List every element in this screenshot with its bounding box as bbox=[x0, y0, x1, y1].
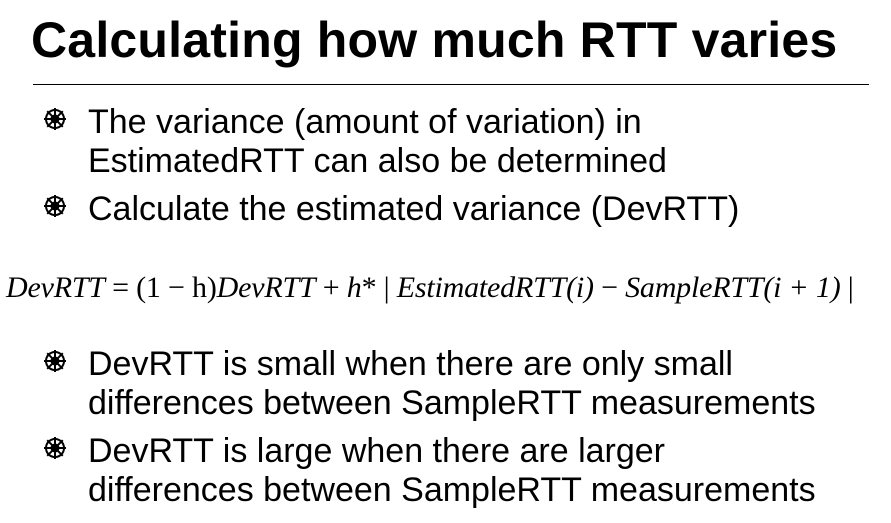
formula-h: h bbox=[346, 271, 362, 304]
bullet-text-line: DevRTT is small when there are only smal… bbox=[88, 345, 733, 383]
formula-term: DevRTT bbox=[216, 271, 316, 304]
bullet-text-line: differences between SampleRTT measuremen… bbox=[88, 471, 816, 509]
formula-equals: = bbox=[104, 271, 137, 304]
bullet-text-line: The variance (amount of variation) in bbox=[88, 103, 642, 141]
formula-plus: + bbox=[315, 271, 347, 304]
ornament-bullet-icon bbox=[44, 108, 66, 130]
formula-lhs: DevRTT bbox=[6, 271, 105, 304]
formula-sample: SampleRTT bbox=[625, 271, 764, 304]
formula-minus: − bbox=[593, 271, 626, 304]
formula-arg1: (i) bbox=[566, 271, 594, 304]
ornament-bullet-icon bbox=[44, 195, 66, 217]
ornament-bullet-icon bbox=[44, 437, 66, 459]
slide-title: Calculating how much RTT varies bbox=[31, 12, 838, 68]
formula-coefficient: (1 − h) bbox=[136, 271, 217, 304]
bullet-text-line: EstimatedRTT can also be determined bbox=[88, 142, 667, 180]
formula-star-abs: * | bbox=[361, 271, 397, 304]
formula-close-abs: | bbox=[840, 271, 854, 304]
bullet-text-line: DevRTT is large when there are larger bbox=[88, 432, 666, 470]
formula-arg2: (i + 1) bbox=[763, 271, 841, 304]
formula-estimated: EstimatedRTT bbox=[396, 271, 567, 304]
bullet-text-line: differences between SampleRTT measuremen… bbox=[88, 384, 816, 422]
ornament-bullet-icon bbox=[44, 350, 66, 372]
bullet-text-line: Calculate the estimated variance (DevRTT… bbox=[88, 190, 740, 228]
title-divider bbox=[33, 84, 869, 85]
devrtt-formula: DevRTT = (1 − h)DevRTT + h* | EstimatedR… bbox=[6, 268, 854, 308]
